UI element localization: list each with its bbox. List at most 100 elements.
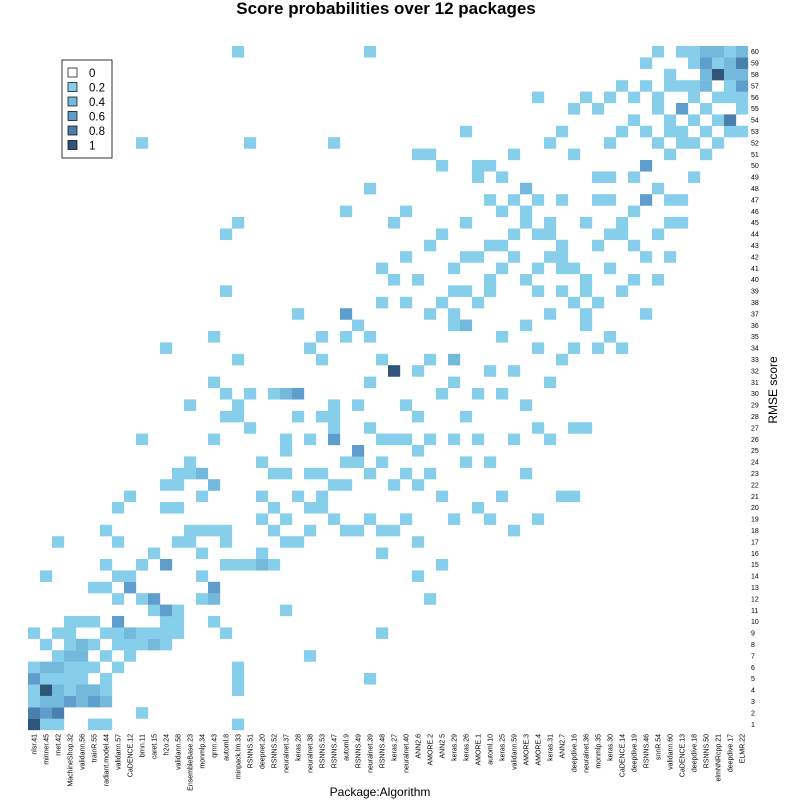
heatmap-cell-automl.9-35 xyxy=(340,331,353,343)
heatmap-cell-keras.28-37 xyxy=(292,308,305,320)
heatmap-cell-automl.9-37 xyxy=(340,308,353,320)
heatmap-cell-validann.58-17 xyxy=(172,536,185,548)
heatmap-cell-validann.59-32 xyxy=(508,365,521,377)
heatmap-cell-deepdive.19-54 xyxy=(628,114,641,126)
x-tick-label: neuralnet.40 xyxy=(404,734,411,773)
heatmap-cell-deepdive.19-43 xyxy=(628,239,641,252)
heatmap-cell-RSNNS.46-59 xyxy=(640,57,653,69)
heatmap-cell-ANN2.6-32 xyxy=(412,365,425,377)
heatmap-cell-neuralnet.37-30 xyxy=(280,388,293,400)
heatmap-cell-ANN2.6-17 xyxy=(412,536,425,548)
heatmap-cell-AMORE.2-43 xyxy=(424,239,437,252)
heatmap-cell-neuralnet.36-56 xyxy=(580,91,593,104)
x-tick-label: RSNNS.52 xyxy=(272,734,279,768)
heatmap-cell-ANN2.6-40 xyxy=(412,274,425,286)
y-tick-label: 40 xyxy=(751,277,759,284)
y-tick-label: 44 xyxy=(751,232,759,239)
legend-label: 1 xyxy=(89,141,95,153)
heatmap-cell-automl.8-17 xyxy=(220,536,233,548)
heatmap-cell-minpack.lm.33-60 xyxy=(232,46,245,58)
heatmap-cell-CaDENCE.13-55 xyxy=(676,103,689,115)
heatmap-cell-RSNNS.50-60 xyxy=(700,46,713,58)
heatmap-cell-keras.26-36 xyxy=(460,319,473,332)
heatmap-cell-AMORE.4-56 xyxy=(532,91,545,104)
x-tick-label: monmlp.35 xyxy=(596,734,603,769)
heatmap-cell-deepnet.20-24 xyxy=(256,456,269,468)
heatmap-cell-minpack.lm.33-33 xyxy=(232,353,245,366)
heatmap-cell-automl.8-44 xyxy=(220,228,233,240)
heatmap-cell-keras.26-45 xyxy=(460,217,473,229)
heatmap-cell-h2o.24-8 xyxy=(160,638,173,651)
heatmap-cell-ANN2.5-38 xyxy=(436,296,449,309)
heatmap-cell-CaDENCE.13-53 xyxy=(676,125,689,138)
heatmap-cell-caret.15-8 xyxy=(148,638,161,651)
heatmap-cell-monmlp.35-43 xyxy=(592,239,605,252)
x-tick-label: AMORE.4 xyxy=(536,734,543,766)
heatmap-cell-neuralnet.40-42 xyxy=(400,251,413,263)
heatmap-cell-minner.45-8 xyxy=(40,638,53,651)
heatmap-cell-automl.9-24 xyxy=(340,456,353,468)
heatmap-cell-AMORE.2-51 xyxy=(424,148,437,161)
heatmap-cell-validann.56-6 xyxy=(76,661,89,674)
x-tick-label: deepdive.16 xyxy=(572,734,579,772)
x-axis-title: Package:Algorithm xyxy=(330,785,431,799)
heatmap-cell-rnet.42-7 xyxy=(52,650,65,662)
heatmap-cell-keras.25-41 xyxy=(496,262,509,275)
heatmap-cell-rnet.42-4 xyxy=(52,684,65,696)
y-tick-label: 28 xyxy=(751,414,759,421)
heatmap-cell-RSNNS.52-20 xyxy=(268,502,281,514)
y-tick-label: 18 xyxy=(751,528,759,535)
heatmap-cell-h2o.24-9 xyxy=(160,627,173,639)
heatmap-cell-AMORE.2-33 xyxy=(424,353,437,366)
y-tick-label: 50 xyxy=(751,163,759,170)
heatmap-cell-trainR.55-10 xyxy=(88,616,101,628)
heatmap-cell-neuralnet.38-23 xyxy=(304,467,317,480)
x-tick-label: keras.26 xyxy=(464,734,471,761)
heatmap-cell-keras.29-39 xyxy=(448,285,461,297)
heatmap-cell-ANN2.7-43 xyxy=(556,239,569,252)
heatmap-cell-automl.8-15 xyxy=(220,559,233,571)
heatmap-cell-AMORE.3-36 xyxy=(520,319,533,332)
heatmap-cell-ELMR.22-55 xyxy=(736,103,749,115)
heatmap-cell-trainR.55-8 xyxy=(88,638,101,651)
heatmap-cell-ANN2.5-50 xyxy=(436,160,449,172)
x-tick-label: radiant.model.44 xyxy=(104,734,111,786)
heatmap-cell-ANN2.5-44 xyxy=(436,228,449,240)
heatmap-cell-neuralnet.39-60 xyxy=(364,46,377,58)
y-tick-label: 21 xyxy=(751,494,759,501)
heatmap-cell-RSNNS.53-28 xyxy=(316,410,329,423)
y-tick-label: 9 xyxy=(751,631,755,638)
legend: 0 0.2 0.4 0.6 0.8 1 xyxy=(61,59,113,159)
heatmap-cell-keras.30-56 xyxy=(604,91,617,104)
heatmap-cell-keras.26-39 xyxy=(460,285,473,297)
heatmap-cell-snnR.54-60 xyxy=(652,46,665,58)
heatmap-cell-monmlp.34-14 xyxy=(196,570,209,582)
heatmap-cell-validann.58-23 xyxy=(172,467,185,480)
x-tick-label: deepdive.19 xyxy=(632,734,639,772)
heatmap-cell-monmlp.35-49 xyxy=(592,171,605,183)
y-tick-label: 52 xyxy=(751,140,759,147)
heatmap-cell-validann.60-58 xyxy=(664,68,677,81)
heatmap-cell-AMORE.3-29 xyxy=(520,399,533,411)
x-tick-label: RSNNS.51 xyxy=(248,734,255,768)
heatmap-cell-elmNNRcpp.21-58 xyxy=(712,68,725,81)
heatmap-cell-keras.27-32 xyxy=(388,365,401,377)
heatmap-cell-keras.29-33 xyxy=(448,353,461,366)
heatmap-cell-CaDENCE.12-8 xyxy=(124,638,137,651)
heatmap-cell-CaDENCE.14-44 xyxy=(616,228,629,240)
heatmap-cell-nlsr.41-2 xyxy=(28,707,41,719)
x-tick-label: RSNNS.53 xyxy=(320,734,327,768)
heatmap-cell-nlsr.41-4 xyxy=(28,684,41,696)
y-tick-label: 5 xyxy=(751,676,755,683)
heatmap-cell-RSNNS.50-58 xyxy=(700,68,713,81)
heatmap-cell-radiant.model.44-7 xyxy=(100,650,113,662)
heatmap-cell-deepdive.17-58 xyxy=(724,68,737,81)
heatmap-cell-CaDENCE.14-45 xyxy=(616,217,629,229)
heatmap-cell-trainR.55-6 xyxy=(88,661,101,674)
heatmap-cell-neuralnet.38-18 xyxy=(304,524,317,537)
heatmap-cell-minner.45-1 xyxy=(40,718,53,731)
x-tick-label: deepdive.18 xyxy=(692,734,699,772)
heatmap-cell-keras.29-36 xyxy=(448,319,461,332)
legend-swatch xyxy=(67,67,78,78)
x-tick-label: nlsr.41 xyxy=(32,734,39,755)
